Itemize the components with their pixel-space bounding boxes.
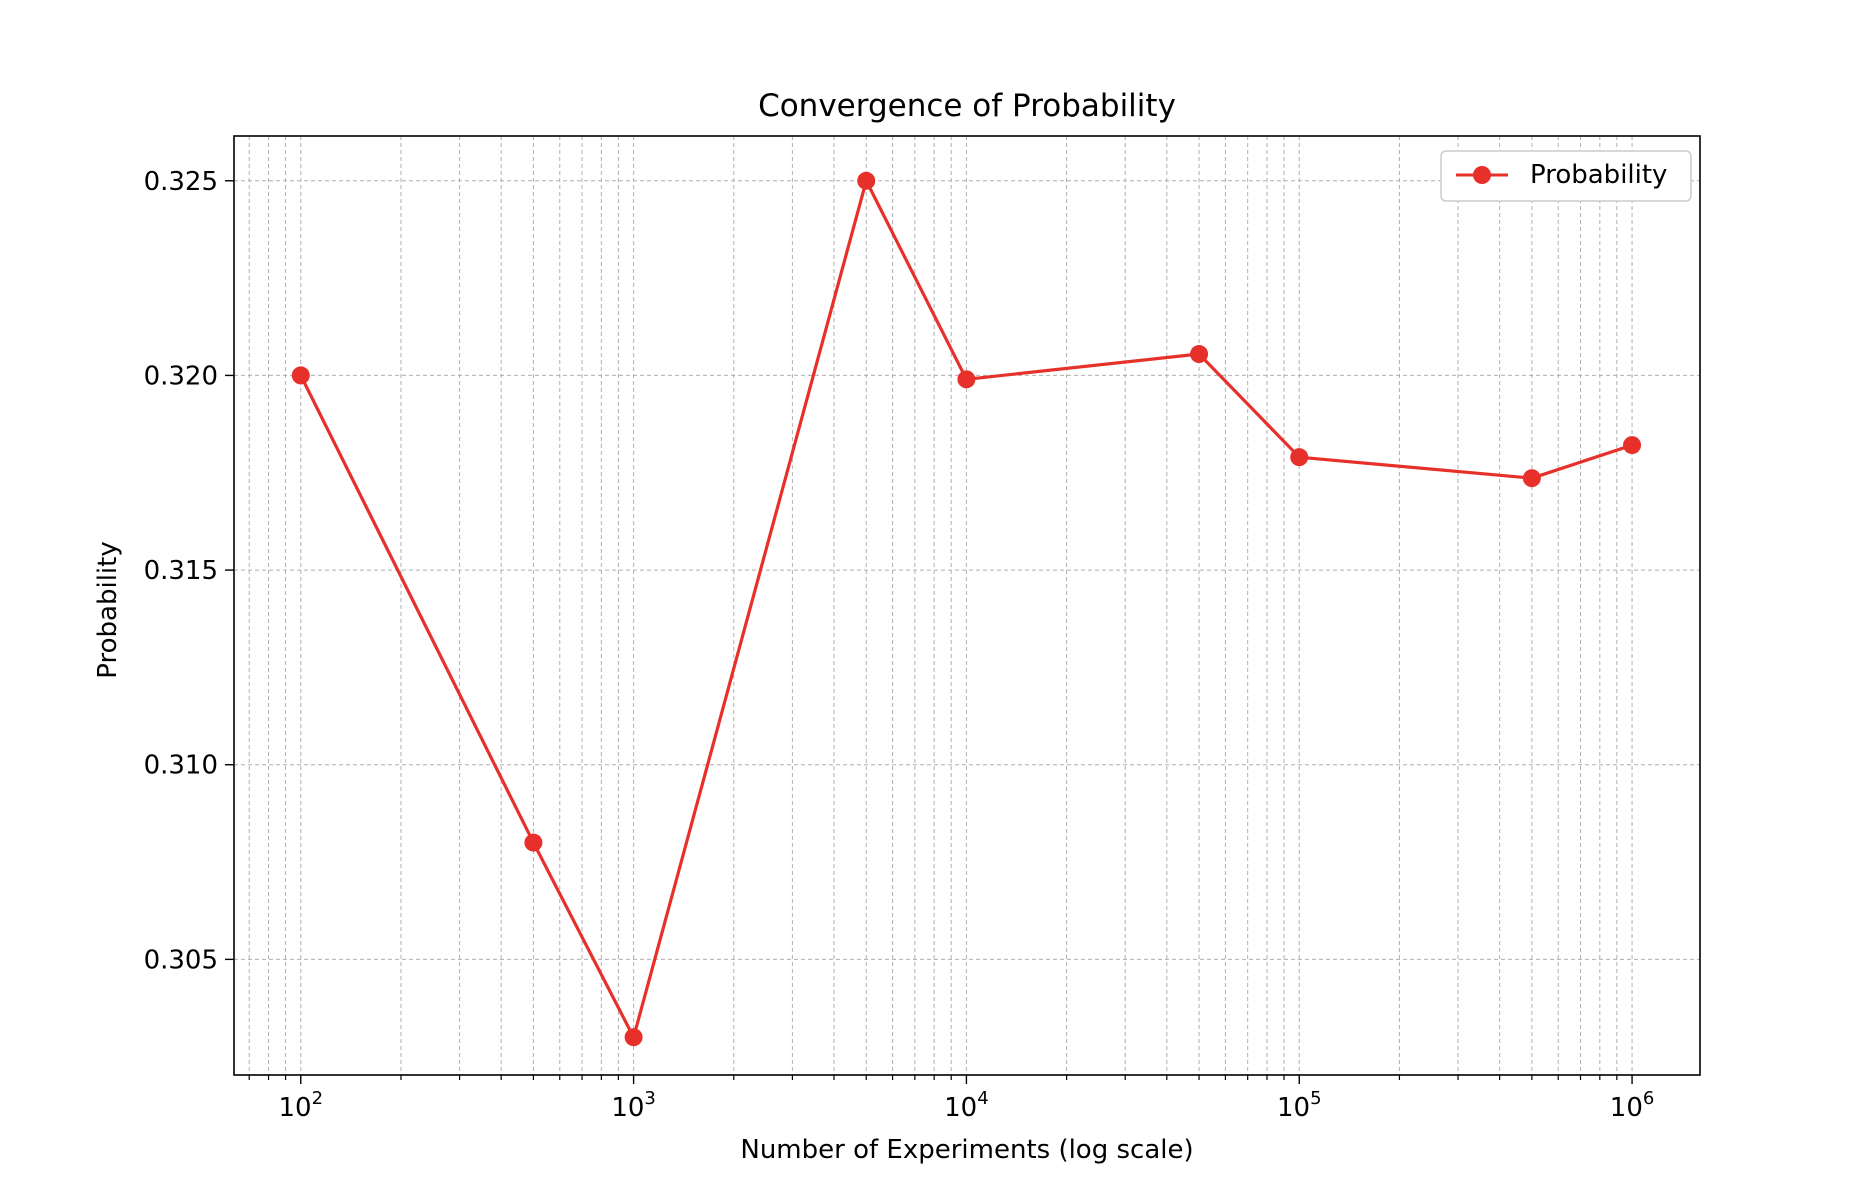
data-point: [1623, 436, 1642, 455]
data-point: [1522, 469, 1541, 488]
grid: [234, 136, 1700, 1075]
x-tick-label: 103: [611, 1088, 656, 1123]
data-point: [1290, 448, 1309, 467]
series-layer: [291, 171, 1642, 1047]
y-tick-label: 0.320: [144, 361, 218, 391]
y-tick-label: 0.325: [144, 167, 218, 197]
data-point: [624, 1028, 643, 1047]
data-point: [957, 370, 976, 389]
y-tick-label: 0.315: [144, 556, 218, 586]
y-tick-label: 0.305: [144, 945, 218, 975]
x-tick-label: 106: [1610, 1088, 1655, 1123]
data-point: [524, 833, 543, 852]
data-point: [857, 171, 876, 190]
legend: Probability: [1440, 150, 1692, 202]
x-tick-label: 105: [1277, 1088, 1322, 1123]
legend-label: Probability: [1530, 160, 1667, 190]
legend-box: [1440, 150, 1692, 202]
x-axis-label: Number of Experiments (log scale): [740, 1135, 1193, 1165]
chart-title: Convergence of Probability: [758, 88, 1176, 124]
axis-ticks: 102 103 104 105 106 0.305 0.310 0.315 0.320 0.325: [144, 167, 1655, 1123]
data-point: [1190, 345, 1209, 364]
y-tick-label: 0.310: [144, 751, 218, 781]
x-tick-label: 102: [279, 1088, 324, 1123]
legend-marker-swatch: [1473, 166, 1491, 184]
x-tick-label: 104: [944, 1088, 989, 1123]
data-point: [291, 366, 310, 385]
y-axis-label: Probability: [93, 541, 123, 678]
